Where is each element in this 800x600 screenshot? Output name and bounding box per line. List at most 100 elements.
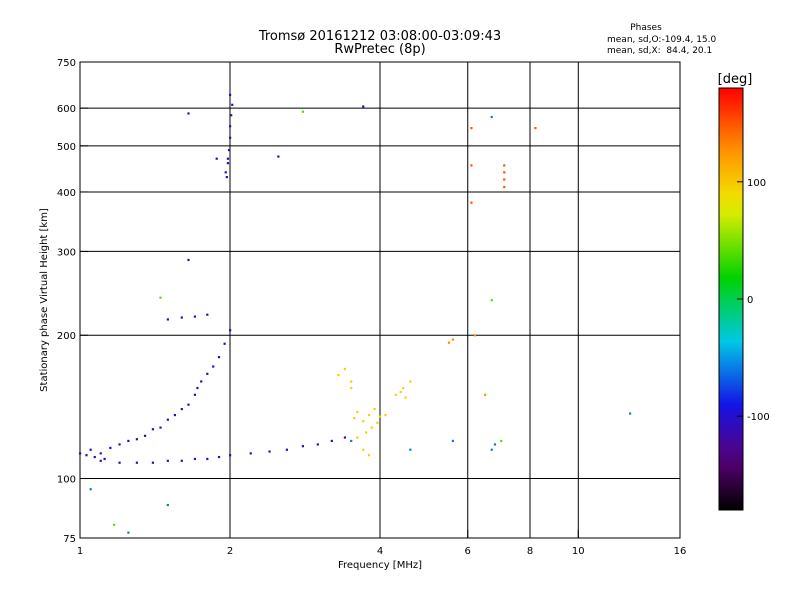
data-point xyxy=(503,164,506,167)
data-point xyxy=(193,315,197,318)
data-point xyxy=(127,439,130,443)
data-point xyxy=(215,157,218,160)
axes: 1 2 4 6 8 10 16 75 100 200 300 400 500 600 750 xyxy=(57,58,686,557)
x-tick-label: 8 xyxy=(527,546,533,557)
data-point xyxy=(367,454,371,457)
data-point xyxy=(229,329,232,332)
data-point xyxy=(166,318,169,321)
stats-line-x: mean, sd,X: 84.4, 20.1 xyxy=(607,46,712,56)
data-point xyxy=(330,439,333,443)
data-point xyxy=(404,396,407,399)
chart-text: Tromsø 20161212 03:08:00-03:09:43 RwPret… xyxy=(39,23,752,571)
data-point xyxy=(490,299,493,302)
data-point xyxy=(206,372,209,375)
data-point xyxy=(166,503,169,507)
data-point xyxy=(229,125,232,128)
data-point xyxy=(394,393,397,396)
chart-subtitle: RwPretec (8p) xyxy=(334,42,425,57)
data-point xyxy=(193,457,197,461)
data-point xyxy=(229,454,232,457)
data-point xyxy=(384,413,387,417)
data-point xyxy=(159,296,162,299)
x-tick-label: 4 xyxy=(377,546,383,557)
data-point xyxy=(231,103,234,106)
data-point xyxy=(151,428,155,431)
data-point xyxy=(503,185,506,189)
x-axis-label: Frequency [MHz] xyxy=(338,560,422,571)
data-point xyxy=(224,171,227,174)
data-point xyxy=(356,436,359,439)
data-point xyxy=(402,386,405,390)
data-point xyxy=(187,403,190,406)
data-point xyxy=(285,448,288,451)
colorbar: 100 0 -100 xyxy=(718,87,770,511)
data-point xyxy=(227,148,231,152)
data-point xyxy=(200,380,203,383)
data-point xyxy=(379,415,382,418)
colorbar-tick-label: 0 xyxy=(747,295,753,306)
x-tick-label: 6 xyxy=(465,546,471,557)
data-point xyxy=(470,201,473,204)
data-point xyxy=(473,334,477,337)
data-point xyxy=(180,407,183,411)
data-point xyxy=(350,380,353,383)
data-point xyxy=(362,448,365,451)
x-tick-label: 16 xyxy=(674,546,687,557)
data-point xyxy=(225,175,228,179)
data-point xyxy=(206,313,209,316)
data-point xyxy=(451,439,455,443)
data-point xyxy=(490,115,493,119)
data-point xyxy=(89,448,92,451)
colorbar-tick-label: -100 xyxy=(747,412,770,423)
data-point xyxy=(212,365,215,368)
data-point xyxy=(409,448,412,451)
y-tick-label: 750 xyxy=(57,58,76,69)
grid xyxy=(80,62,680,538)
data-point xyxy=(103,457,106,461)
y-axis-label: Stationary phase Virtual Height [km] xyxy=(39,208,50,392)
data-point xyxy=(143,434,147,437)
data-point xyxy=(229,93,232,96)
y-tick-label: 100 xyxy=(57,475,76,486)
data-point xyxy=(362,105,365,108)
colorbar-tick-label: 100 xyxy=(747,178,766,189)
data-point xyxy=(217,455,221,459)
data-point xyxy=(79,452,82,455)
data-point xyxy=(99,452,102,455)
data-point xyxy=(365,431,368,434)
data-point xyxy=(490,448,493,451)
data-point xyxy=(268,450,271,453)
y-tick-label: 500 xyxy=(57,142,76,153)
data-point xyxy=(89,488,92,491)
data-point xyxy=(206,457,209,461)
data-point xyxy=(337,374,340,377)
data-point xyxy=(353,417,356,420)
data-point xyxy=(376,421,379,424)
stats-line-o: mean, sd,O:-109.4, 15.0 xyxy=(607,35,717,45)
data-point xyxy=(230,114,233,117)
data-point xyxy=(367,413,371,417)
data-point xyxy=(503,178,506,181)
data-point xyxy=(343,436,347,439)
data-point xyxy=(93,455,96,459)
y-tick-label: 200 xyxy=(57,331,76,342)
data-point xyxy=(356,410,359,414)
data-point xyxy=(127,531,130,534)
data-point xyxy=(451,338,455,341)
data-points xyxy=(79,93,632,534)
data-point xyxy=(343,367,347,371)
data-point xyxy=(187,112,190,115)
data-point xyxy=(484,393,487,396)
data-point xyxy=(159,426,162,429)
data-point xyxy=(135,461,138,464)
data-point xyxy=(226,162,230,165)
data-point xyxy=(187,258,190,262)
data-point xyxy=(109,446,112,450)
data-point xyxy=(151,461,155,464)
data-point xyxy=(503,171,506,174)
data-point xyxy=(217,356,221,359)
data-point xyxy=(534,127,537,130)
data-point xyxy=(118,461,121,464)
data-point xyxy=(277,155,280,158)
